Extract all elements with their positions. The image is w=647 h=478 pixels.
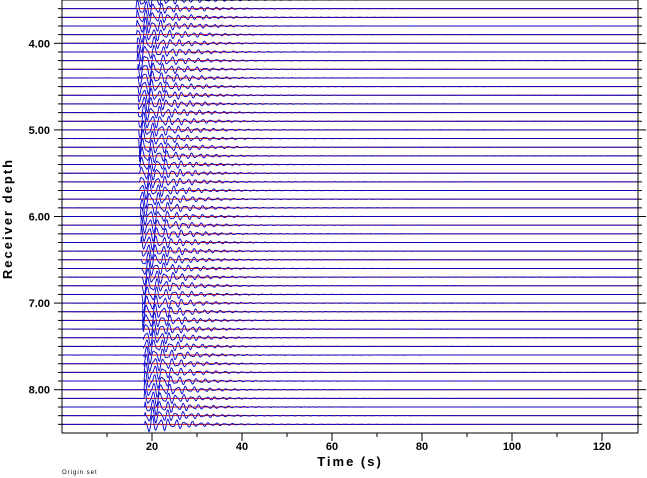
seismic-trace	[62, 388, 638, 407]
seismic-trace	[61, 103, 638, 122]
seismic-trace	[61, 0, 638, 17]
seismic-trace	[61, 244, 638, 260]
seismic-trace	[61, 277, 638, 296]
seismic-trace	[61, 251, 638, 269]
seismic-trace	[61, 303, 638, 323]
seismic-trace	[61, 414, 638, 433]
seismic-trace	[61, 206, 638, 226]
seismic-trace	[61, 164, 638, 181]
x-tick-label: 20	[146, 441, 158, 453]
seismic-trace	[61, 224, 638, 243]
y-axis-title: Receiver depth	[0, 158, 15, 279]
seismic-trace	[61, 353, 638, 372]
seismic-trace	[61, 120, 638, 139]
seismic-trace	[61, 406, 638, 424]
seismic-trace	[61, 346, 638, 365]
seismic-trace	[61, 70, 638, 88]
seismic-trace	[61, 25, 638, 44]
x-tick-label: 40	[236, 441, 248, 453]
seismic-trace	[61, 8, 638, 26]
seismic-trace	[62, 111, 638, 129]
seismic-trace	[61, 259, 638, 276]
x-tick-label: 120	[593, 441, 611, 453]
seismic-trace	[61, 235, 638, 251]
seismic-trace	[61, 312, 638, 330]
x-axis-ticks: 20 40 60 80 100 120	[106, 433, 611, 453]
x-axis-title: Time (s)	[317, 454, 383, 469]
seismic-trace	[61, 137, 638, 156]
seismic-trace	[61, 191, 638, 210]
seismic-trace	[61, 146, 638, 164]
seismic-trace	[61, 399, 638, 416]
seismic-trace	[61, 379, 638, 398]
seismic-trace	[61, 35, 638, 53]
seismic-trace	[61, 78, 638, 95]
trace-baselines	[62, 0, 638, 425]
seismic-trace	[61, 87, 638, 104]
y-tick-label: 6.00	[29, 212, 50, 224]
seismic-trace	[61, 198, 638, 218]
seismic-trace	[61, 267, 638, 286]
x-tick-label: 80	[416, 441, 428, 453]
seismic-trace	[62, 0, 638, 8]
y-tick-label: 4.00	[29, 38, 50, 50]
seismic-trace	[61, 62, 638, 80]
seismic-traces	[61, 0, 638, 433]
seismic-trace	[61, 361, 638, 381]
x-tick-label: 100	[503, 441, 521, 453]
seismic-trace	[61, 96, 638, 113]
origin-footnote: Origin set	[62, 470, 98, 476]
seismic-trace	[61, 182, 638, 201]
seismic-trace	[61, 339, 638, 356]
seismic-trace	[61, 128, 638, 149]
seismic-trace	[61, 294, 638, 314]
seismic-trace	[62, 172, 638, 190]
seismic-trace	[61, 320, 638, 336]
seismic-trace	[61, 44, 638, 63]
seismic-trace	[61, 329, 638, 347]
y-axis-ticks: 4.00 5.00 6.00 7.00 8.00	[29, 8, 646, 425]
seismic-trace	[61, 156, 638, 172]
y-tick-label: 8.00	[29, 385, 50, 397]
x-tick-label: 60	[326, 441, 338, 453]
seismic-trace	[61, 215, 638, 234]
seismic-trace	[61, 286, 638, 305]
seismic-trace	[61, 17, 638, 34]
y-tick-label: 7.00	[29, 298, 50, 310]
y-tick-label: 5.00	[29, 125, 50, 137]
seismic-trace	[61, 370, 638, 389]
seismic-trace	[61, 52, 638, 72]
